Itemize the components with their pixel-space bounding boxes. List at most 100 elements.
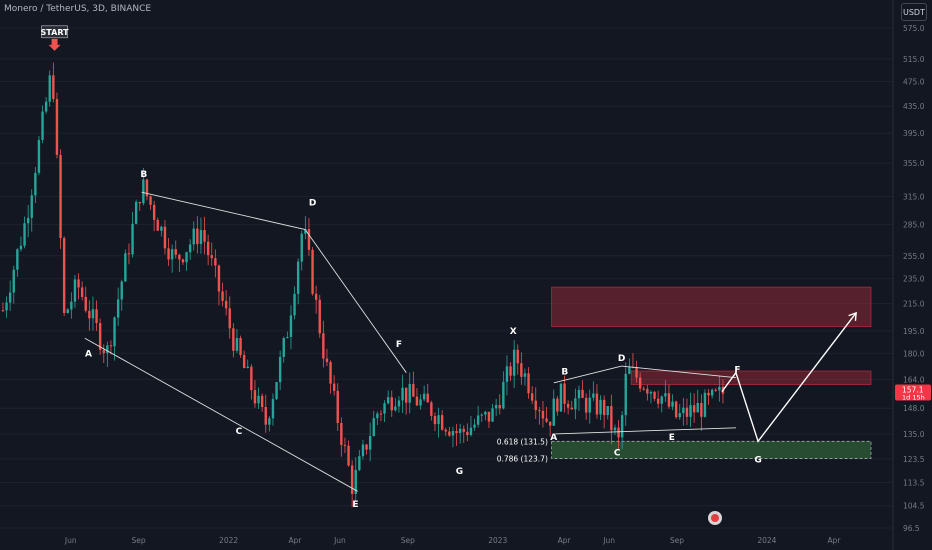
candle — [523, 373, 527, 377]
x-tick-label: Jun — [64, 536, 77, 545]
y-tick-label: 435.0 — [903, 102, 925, 111]
candle — [581, 389, 584, 398]
start-label-box — [41, 25, 68, 39]
candle — [59, 154, 62, 239]
candle — [541, 411, 545, 419]
candle — [538, 410, 541, 412]
candle — [192, 228, 195, 245]
candle — [124, 253, 127, 282]
y-tick-label: 180.0 — [903, 349, 925, 358]
y-tick-label: 515.0 — [903, 55, 925, 64]
candle — [66, 309, 69, 313]
y-tick-label: 148.0 — [903, 404, 925, 413]
candle — [30, 195, 33, 218]
candle — [232, 328, 235, 351]
candle — [548, 421, 552, 426]
candle — [638, 377, 642, 389]
y-tick-label: 575.0 — [903, 24, 925, 33]
candle — [527, 373, 530, 394]
candle — [710, 389, 714, 396]
candle — [343, 444, 347, 446]
wave-label: E — [352, 500, 358, 510]
candle — [142, 179, 145, 204]
candle — [293, 293, 296, 316]
candle — [617, 427, 620, 438]
wave-label: X — [510, 327, 517, 337]
candle — [77, 279, 80, 288]
candle — [228, 308, 231, 329]
candle — [484, 411, 487, 415]
candle — [217, 265, 221, 292]
tradingview-logo-icon — [708, 511, 722, 525]
candle — [98, 323, 102, 350]
y-tick-label: 235.0 — [903, 275, 925, 284]
wave-label: D — [309, 199, 316, 209]
x-tick-label: Jun — [333, 536, 346, 545]
currency-button[interactable]: USDT — [901, 3, 927, 21]
trend-line — [621, 365, 736, 379]
candle — [682, 407, 685, 414]
wave-label: A — [550, 433, 557, 443]
candle — [41, 111, 44, 140]
candle — [584, 397, 588, 413]
candle — [419, 399, 422, 406]
candle — [606, 406, 609, 416]
wave-label: C — [614, 449, 621, 459]
candle — [289, 315, 293, 338]
y-tick-label: 395.0 — [903, 129, 925, 138]
candle — [37, 139, 41, 173]
candle — [404, 387, 408, 403]
candle — [664, 393, 667, 397]
trend-line — [141, 191, 306, 231]
projection-path — [721, 312, 857, 443]
y-tick-label: 104.5 — [903, 502, 925, 511]
candle — [451, 431, 455, 436]
candle — [318, 299, 321, 334]
x-tick-label: Sep — [670, 536, 684, 545]
candle — [509, 366, 512, 376]
candle — [620, 415, 624, 438]
x-tick-label: Apr — [288, 536, 302, 545]
candle — [214, 258, 217, 266]
candle — [386, 397, 390, 404]
candle — [271, 399, 275, 419]
y-tick-label: 285.0 — [903, 221, 925, 230]
candle — [106, 345, 109, 354]
candle — [700, 402, 703, 417]
wave-label: F — [734, 366, 740, 376]
candle — [498, 405, 501, 409]
candle — [358, 456, 361, 470]
candle — [642, 388, 645, 390]
candle — [62, 238, 66, 313]
candle — [268, 418, 271, 425]
fib-level-label: 0.618 (131.5) — [497, 437, 548, 446]
candle — [185, 252, 188, 263]
candle — [160, 226, 163, 231]
symbol-title: Monero / TetherUS, 3D, BINANCE — [4, 4, 152, 14]
candle — [149, 196, 152, 205]
wave-label: F — [396, 340, 402, 350]
candle — [44, 101, 48, 112]
candle — [350, 465, 354, 494]
candle — [91, 309, 95, 319]
candle — [314, 293, 318, 300]
y-axis-panel — [893, 0, 932, 550]
candle — [340, 422, 343, 445]
candle — [610, 406, 613, 431]
candle — [602, 399, 606, 416]
candle — [286, 337, 289, 339]
candle — [570, 407, 573, 410]
candle — [8, 292, 12, 303]
candle — [109, 345, 113, 347]
candle — [491, 408, 494, 422]
candle — [667, 393, 671, 407]
candle — [239, 338, 242, 355]
current-price-value: 157.1 — [902, 385, 924, 394]
candle — [440, 415, 444, 430]
candle — [70, 301, 73, 310]
y-tick-label: 123.5 — [903, 455, 925, 464]
current-price-label-box — [895, 384, 931, 401]
candle — [181, 259, 185, 263]
wave-label: B — [561, 367, 568, 377]
